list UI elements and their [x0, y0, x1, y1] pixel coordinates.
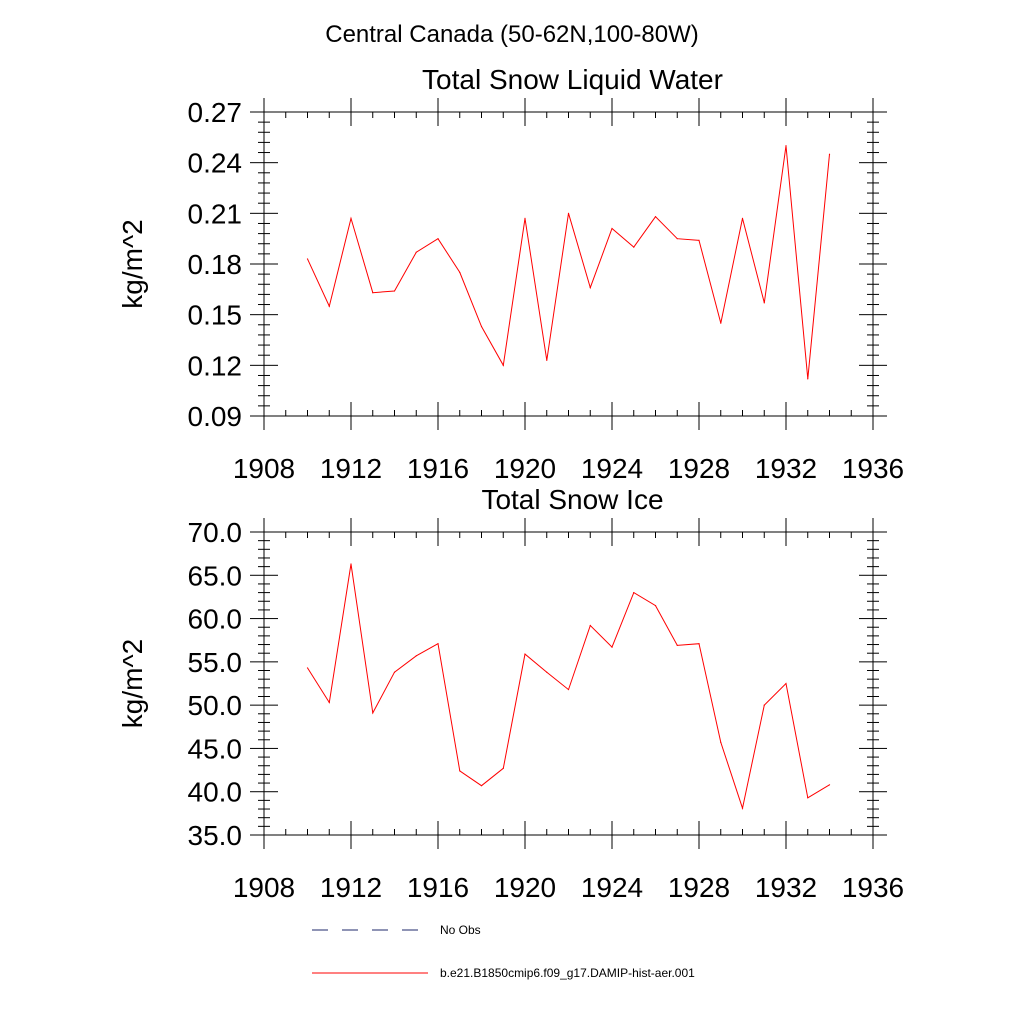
data-point [393, 671, 396, 673]
x-tick-label: 1928 [668, 872, 730, 903]
figure-title: Central Canada (50-62N,100-80W) [325, 21, 699, 48]
data-point [720, 322, 722, 324]
data-point [611, 646, 613, 648]
data-point [459, 770, 461, 772]
y-tick-label: 70.0 [188, 517, 243, 548]
x-tick-label: 1920 [494, 872, 556, 903]
x-tick-label: 1932 [755, 872, 817, 903]
data-point [502, 364, 504, 366]
y-tick-label: 65.0 [188, 560, 243, 591]
series-line [307, 563, 830, 811]
panel-snow-ice: Total Snow Ice 1908 1912 1916 1920 1924 1928 19… [117, 484, 904, 903]
data-point [828, 784, 831, 786]
y-axis-label: kg/m^2 [117, 219, 148, 308]
legend-label-model-run: b.e21.B1850cmip6.f09_g17.DAMIP-hist-aer.… [440, 966, 695, 980]
data-point [676, 644, 678, 647]
data-point [785, 145, 787, 147]
data-point [372, 292, 374, 294]
data-point [372, 712, 374, 714]
y-tick-label: 0.15 [188, 300, 243, 331]
x-tick-label: 1908 [233, 872, 295, 903]
x-tick-label: 1916 [407, 872, 469, 903]
data-point [437, 238, 439, 240]
data-point [589, 624, 591, 627]
y-tick-label: 0.24 [188, 148, 243, 179]
panel-title: Total Snow Ice [481, 484, 663, 515]
data-point [524, 653, 526, 655]
x-tick-label: 1936 [842, 453, 904, 484]
data-point [415, 251, 417, 253]
y-tick-label: 60.0 [188, 604, 243, 635]
y-tick-label: 0.21 [188, 198, 243, 229]
data-point [720, 741, 722, 743]
x-tick-label: 1912 [320, 872, 382, 903]
y-tick-label: 0.18 [188, 249, 243, 280]
y-axis-label: kg/m^2 [117, 639, 148, 728]
y-tick-label: 35.0 [188, 820, 243, 851]
data-point [763, 302, 765, 304]
data-point [502, 767, 504, 769]
data-point [546, 671, 548, 673]
data-point [654, 604, 657, 607]
x-tick-label: 1924 [581, 453, 643, 484]
data-point [306, 258, 309, 260]
panel-title: Total Snow Liquid Water [422, 64, 723, 95]
data-point [437, 643, 439, 645]
y-tick-label: 40.0 [188, 777, 243, 808]
data-point [676, 238, 678, 240]
data-point [589, 287, 591, 289]
plot-frame [263, 531, 874, 836]
panel-snow-liquid-water: Total Snow Liquid Water 1908 1912 1916 1920 1… [117, 64, 904, 484]
x-tick-label: 1928 [668, 453, 730, 484]
data-point [828, 153, 831, 155]
data-point [633, 246, 635, 248]
data-point [763, 704, 765, 706]
y-tick-label: 55.0 [188, 647, 243, 678]
data-point [741, 807, 744, 809]
data-point [611, 227, 613, 230]
series-line [307, 145, 830, 379]
data-point [328, 305, 330, 307]
data-point [459, 271, 461, 274]
data-point [415, 655, 417, 657]
data-point [807, 797, 809, 799]
data-point [567, 688, 570, 691]
y-tick-label: 50.0 [188, 690, 243, 721]
x-tick-label: 1916 [407, 453, 469, 484]
plot-frame [263, 111, 874, 417]
data-point [393, 290, 396, 292]
data-point [350, 217, 352, 219]
data-point [633, 592, 635, 594]
x-tick-label: 1920 [494, 453, 556, 484]
data-point [306, 667, 309, 669]
legend-label-no-obs: No Obs [440, 923, 481, 937]
data-point [741, 217, 744, 219]
x-tick-label: 1932 [755, 453, 817, 484]
data-point [785, 682, 787, 685]
x-tick-label: 1908 [233, 453, 295, 484]
data-point [807, 378, 809, 380]
data-point [546, 359, 548, 361]
y-tick-label: 0.12 [188, 350, 243, 381]
data-point [698, 239, 700, 241]
data-point [567, 212, 570, 214]
x-tick-label: 1912 [320, 453, 382, 484]
data-point [524, 217, 526, 219]
y-tick-label: 0.09 [188, 401, 243, 432]
data-point [480, 325, 483, 328]
data-point [698, 643, 700, 645]
data-point [350, 563, 352, 565]
data-point [654, 216, 657, 218]
x-tick-label: 1924 [581, 872, 643, 903]
x-tick-label: 1936 [842, 872, 904, 903]
y-tick-label: 0.27 [188, 97, 243, 128]
data-point [480, 785, 483, 787]
y-tick-label: 45.0 [188, 733, 243, 764]
legend: No Obs b.e21.B1850cmip6.f09_g17.DAMIP-hi… [312, 923, 695, 980]
data-point [328, 701, 330, 704]
